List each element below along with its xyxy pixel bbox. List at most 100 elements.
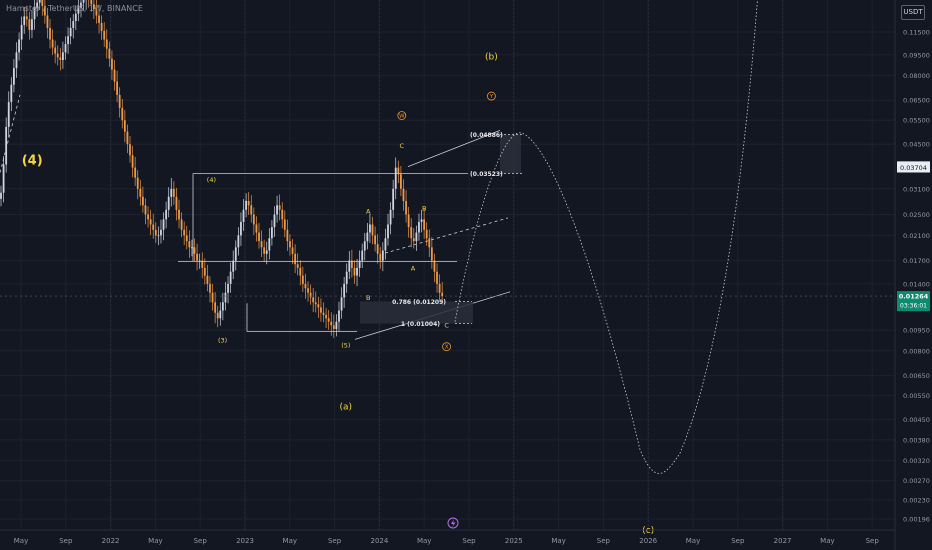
candle — [172, 188, 175, 197]
candle — [229, 271, 232, 284]
wave-label: (a) — [340, 402, 353, 412]
wave-label: B — [366, 294, 370, 302]
candle — [343, 283, 346, 298]
wave-label: A — [411, 265, 416, 273]
candle — [338, 310, 340, 322]
candle — [227, 283, 229, 293]
level-badge-label: 0.03704 — [900, 164, 927, 172]
candle — [332, 325, 335, 329]
candle — [59, 57, 62, 60]
candle — [20, 24, 23, 40]
candle — [136, 177, 139, 189]
candle — [134, 167, 137, 178]
candle — [92, 4, 95, 10]
wave-label: (b) — [485, 53, 498, 63]
candle — [268, 238, 271, 251]
candle — [162, 219, 165, 230]
candle — [170, 188, 173, 197]
time-axis-label: 2025 — [505, 537, 523, 545]
bar-countdown: 03:36:01 — [900, 303, 927, 310]
time-axis-label: Sep — [462, 537, 476, 545]
time-axis[interactable]: May Sep 2022 May Sep 2023 May Sep 2024 May Sep 2025… — [0, 529, 895, 545]
channel-upper — [407, 130, 501, 168]
candle — [121, 107, 124, 121]
quote-currency-button[interactable]: USDT — [901, 5, 925, 20]
candle — [425, 229, 428, 239]
candle — [54, 47, 57, 54]
candle — [278, 205, 281, 210]
wave-label: (3) — [218, 337, 227, 345]
time-axis-label: Sep — [328, 537, 342, 545]
candle — [418, 221, 420, 233]
candle — [252, 214, 255, 225]
candle — [260, 241, 263, 248]
lightning-icon-glyph — [451, 519, 456, 528]
candle — [180, 219, 183, 230]
candle — [441, 292, 444, 297]
time-axis-label: May — [148, 537, 162, 545]
candle — [77, 7, 80, 14]
wave-circle — [442, 342, 452, 352]
price-axis-label: 0.05500 — [903, 117, 930, 125]
drawings — [0, 0, 895, 474]
candle — [379, 253, 382, 261]
price-axis[interactable]: 0.11500 0.09500 0.08000 0.06500 0.05500 0.045… — [894, 0, 930, 550]
candle — [317, 304, 320, 308]
candle — [64, 44, 67, 53]
lightning-icon[interactable] — [447, 517, 459, 529]
wave-circle — [397, 111, 407, 120]
candle — [23, 16, 26, 25]
candle — [221, 302, 224, 311]
candle — [430, 247, 433, 261]
candle — [320, 307, 322, 313]
price-axis-label: 0.01400 — [903, 280, 930, 288]
projection-path — [454, 0, 758, 474]
candle — [183, 229, 186, 236]
candle — [2, 164, 5, 193]
candle — [108, 48, 111, 59]
candle — [304, 283, 307, 289]
price-axis-label: 0.00230 — [903, 496, 930, 504]
candle — [51, 39, 54, 48]
candle — [363, 241, 366, 251]
candle — [358, 260, 361, 268]
candle — [111, 58, 113, 70]
wave-circle — [486, 91, 496, 101]
candle — [366, 232, 369, 242]
candle — [281, 209, 284, 220]
candles — [0, 0, 444, 338]
candle — [211, 292, 214, 303]
time-axis-label: Sep — [194, 537, 208, 545]
fib-zone — [360, 301, 473, 324]
candle — [95, 9, 98, 16]
candle — [46, 15, 49, 28]
candle — [291, 247, 294, 254]
price-axis-label: 0.11500 — [903, 29, 930, 37]
price-axis-label: 0.03100 — [903, 185, 930, 193]
candle — [392, 188, 395, 210]
level-badge — [897, 162, 930, 173]
wave-label: (5) — [341, 342, 350, 350]
candle — [369, 224, 371, 233]
wave-label: C — [444, 322, 449, 330]
price-axis-label: 0.02100 — [903, 232, 930, 240]
candle — [25, 16, 28, 20]
candle — [139, 188, 142, 197]
candle — [420, 219, 423, 222]
wave-circle-label: Y — [489, 94, 494, 100]
candle — [67, 36, 69, 45]
candle — [216, 312, 219, 319]
candle — [276, 205, 278, 215]
price-axis-label: 0.00380 — [903, 436, 930, 444]
candle — [82, 0, 85, 3]
candle — [350, 260, 353, 268]
fib-level-label: (0.03523) — [470, 171, 503, 178]
fib-level-label: (0.04886) — [470, 132, 503, 139]
candle — [72, 21, 75, 28]
candle — [49, 27, 51, 40]
candle — [410, 227, 413, 239]
wave-label: (4) — [22, 153, 43, 168]
candle — [154, 229, 157, 236]
candle — [232, 260, 235, 272]
